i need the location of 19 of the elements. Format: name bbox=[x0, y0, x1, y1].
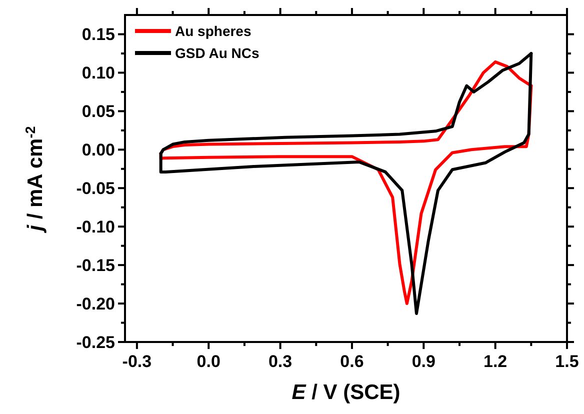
x-tick-label: 0.3 bbox=[268, 352, 292, 371]
y-tick-label: -0.15 bbox=[76, 256, 115, 276]
x-tick-label: -0.3 bbox=[122, 352, 152, 371]
y-tick-label: -0.25 bbox=[76, 332, 115, 352]
y-tick-label: -0.10 bbox=[76, 218, 115, 237]
y-tick-label: 0.10 bbox=[82, 64, 115, 83]
x-axis-title: E / V (SCE) bbox=[292, 381, 400, 404]
y-tick-label: 0.00 bbox=[82, 140, 115, 160]
text: 0.0 bbox=[196, 352, 220, 371]
text: 1.5 bbox=[555, 352, 579, 371]
y-tick-label: -0.20 bbox=[76, 294, 115, 314]
y-tick-label: -0.05 bbox=[76, 179, 115, 198]
x-tick-label: 1.2 bbox=[484, 352, 508, 371]
legend-label: GSD Au NCs bbox=[175, 44, 260, 61]
legend-label: Au spheres bbox=[175, 22, 252, 39]
x-tick-label: 0.9 bbox=[412, 352, 436, 371]
x-tick-label: 0.6 bbox=[340, 352, 364, 371]
y-tick-label: 0.15 bbox=[82, 25, 115, 44]
y-tick-label: 0.05 bbox=[82, 102, 115, 122]
